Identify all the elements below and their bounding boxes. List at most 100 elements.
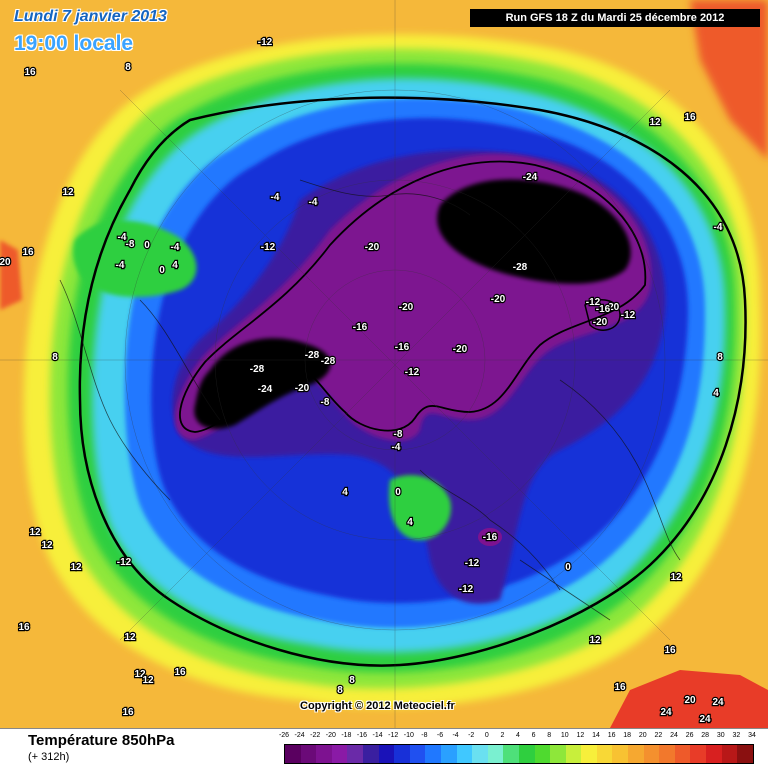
legend-swatch	[285, 745, 301, 763]
legend-label: 8	[547, 732, 552, 739]
map-value-label: 16	[24, 67, 36, 78]
map-value-label: -28	[250, 364, 265, 375]
legend-label: -26	[278, 732, 290, 739]
legend-swatch	[706, 745, 722, 763]
map-value-label: -12	[261, 242, 276, 253]
contour-zero	[78, 96, 747, 667]
cold-core-east	[437, 179, 631, 284]
map-value-label: 4	[172, 260, 178, 271]
map-value-label: 24	[699, 714, 711, 725]
map-value-label: -8	[321, 397, 330, 408]
map-value-label: -28	[513, 262, 528, 273]
map-value-label: 0	[144, 240, 150, 251]
map-value-label: -12	[258, 37, 273, 48]
legend-label: -24	[294, 732, 305, 739]
legend-swatch	[362, 745, 379, 763]
legend-swatch	[409, 745, 426, 763]
legend-swatch	[612, 745, 629, 763]
map-value-label: -20	[593, 317, 608, 328]
legend-label: -20	[325, 732, 336, 739]
map-value-label: 12	[29, 527, 41, 538]
coastlines	[59, 179, 681, 621]
model-run-info: Run GFS 18 Z du Mardi 25 décembre 2012	[470, 9, 760, 27]
legend-swatch	[394, 745, 410, 763]
hudson-pocket	[73, 220, 197, 297]
valid-date: Lundi 7 janvier 2013	[14, 8, 167, 25]
map-value-label: 12	[649, 117, 661, 128]
legend-swatch	[300, 745, 317, 763]
map-value-label: -4	[271, 192, 280, 203]
map-value-label: -16	[596, 304, 611, 315]
map-value-label: -4	[118, 232, 127, 243]
legend-label: -10	[403, 732, 414, 739]
map-value-label: 16	[22, 247, 34, 258]
contour-minus20	[179, 160, 647, 433]
map-value-label: 0	[159, 265, 165, 276]
map-value-label: 16	[664, 645, 676, 656]
legend-label: 22	[654, 732, 663, 739]
legend-swatch	[628, 745, 644, 763]
map-value-label: -20	[491, 294, 506, 305]
legend-label: -12	[388, 732, 399, 739]
map-value-label: -16	[353, 322, 368, 333]
map-value-label: 20	[684, 695, 696, 706]
legend-label: 24	[670, 732, 678, 739]
legend-label: 4	[516, 732, 520, 739]
legend-label: 10	[560, 732, 569, 739]
map-value-label: 16	[18, 622, 30, 633]
legend-label: 28	[701, 732, 710, 739]
legend-label: -2	[468, 732, 475, 739]
footer-bar: Température 850hPa (+ 312h) -26 -24 -22 -20…	[0, 728, 768, 769]
map-value-label: 8	[349, 675, 355, 686]
cold-core-west	[194, 338, 331, 429]
map-value-label: 12	[41, 540, 53, 551]
map-value-label: 8	[717, 352, 723, 363]
map-value-label: 8	[125, 62, 131, 73]
legend-label: 26	[685, 732, 694, 739]
map-value-label: -12	[465, 558, 480, 569]
map-value-label: -4	[714, 222, 723, 233]
map-value-label: 8	[52, 352, 58, 363]
map-value-label: -4	[392, 442, 401, 453]
hot-zone-left	[0, 240, 22, 310]
map-value-label: 4	[342, 487, 348, 498]
purple-blob-south	[478, 528, 502, 546]
legend-swatch	[674, 745, 691, 763]
map-value-label: -4	[116, 260, 125, 271]
map-value-label: -8	[394, 429, 403, 440]
map-value-label: -20	[453, 344, 468, 355]
legend-swatch	[347, 745, 363, 763]
map-value-label: -24	[258, 384, 273, 395]
map-value-label: 0	[395, 487, 401, 498]
hot-zone-right	[690, 0, 768, 160]
legend-swatch	[316, 745, 332, 763]
contour-small-east	[584, 299, 621, 331]
legend-swatch	[456, 745, 473, 763]
map-value-label: 0	[565, 562, 571, 573]
map-value-label: 12	[62, 187, 74, 198]
map-value-label: 24	[660, 707, 672, 718]
legend-swatch	[565, 745, 582, 763]
map-value-label: -16	[395, 342, 410, 353]
map-value-label: 4	[713, 388, 719, 399]
map-value-label: -16	[483, 532, 498, 543]
map-value-label: -24	[523, 172, 538, 183]
legend-swatch	[596, 745, 613, 763]
map-value-label: -20	[365, 242, 380, 253]
legend-swatch	[331, 745, 348, 763]
map-value-label: 20	[0, 257, 11, 268]
map-value-label: -20	[295, 383, 310, 394]
map-value-label: 12	[124, 632, 136, 643]
iceland-pocket	[389, 475, 451, 540]
legend-swatch	[518, 745, 535, 763]
map-value-label: 8	[337, 685, 343, 696]
legend-color-bar	[284, 744, 754, 764]
hot-zone-bottom-right	[610, 670, 768, 728]
legend-label: -6	[436, 732, 444, 739]
legend-label: -14	[372, 732, 383, 739]
legend-label: -16	[356, 732, 368, 739]
legend-swatch	[643, 745, 660, 763]
legend-label: 2	[500, 732, 505, 739]
